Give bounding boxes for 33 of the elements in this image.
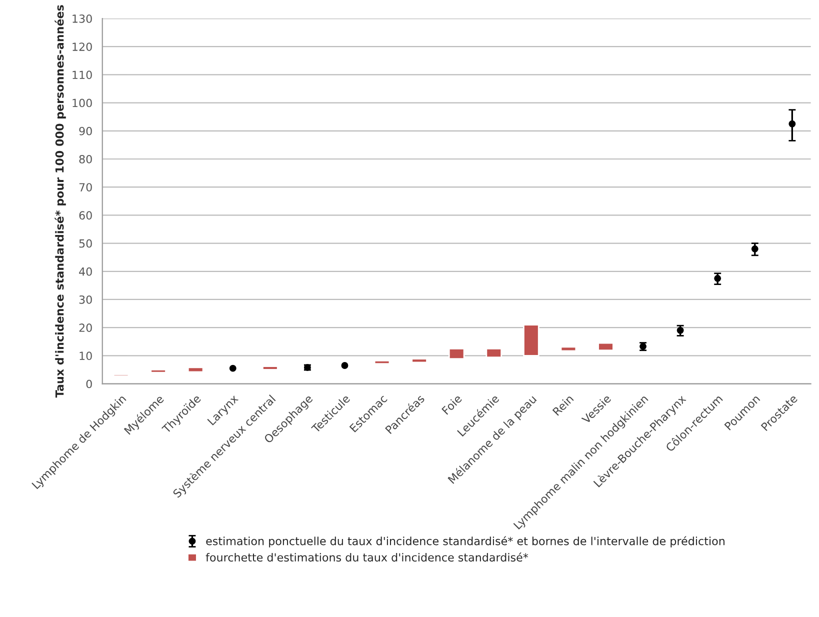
- bar: [262, 366, 278, 370]
- y-tick-label: 110: [72, 70, 92, 80]
- y-tick-label: 60: [79, 211, 92, 220]
- bar: [560, 346, 577, 352]
- bar: [411, 358, 428, 364]
- y-tick-label: 20: [79, 324, 92, 332]
- point: [341, 362, 348, 369]
- y-tick-label: 10: [80, 352, 92, 360]
- point: [229, 364, 236, 372]
- legend-label: fourchette d'estimations du taux d'incidence standardisé*: [206, 552, 528, 562]
- bar: [374, 360, 390, 365]
- y-tick-label: 130: [72, 14, 92, 23]
- y-tick-label: 100: [72, 98, 92, 108]
- y-tick-label: 30: [79, 295, 92, 304]
- y-tick-label: 80: [79, 154, 92, 164]
- bar: [523, 324, 540, 356]
- y-tick-label: 0: [86, 380, 92, 388]
- y-axis-title: Taux d'incidence standardisé* pour 100 000 personnes-années: [54, 5, 66, 398]
- bar: [598, 342, 614, 352]
- legend-label: estimation ponctuelle du taux d'incidence standardisé* et bornes de l'intervalle de prédiction: [206, 536, 724, 548]
- point: [714, 274, 722, 282]
- bar: [150, 369, 166, 374]
- y-tick-label: 120: [72, 42, 92, 51]
- y-tick-label: 50: [79, 239, 92, 248]
- point: [751, 245, 758, 252]
- point: [788, 120, 796, 128]
- bar: [448, 348, 465, 360]
- y-tick-label: 70: [79, 183, 92, 192]
- bar: [187, 366, 204, 373]
- y-tick-label: 40: [79, 267, 92, 276]
- bar: [486, 348, 502, 358]
- point: [676, 326, 684, 334]
- y-tick-label: 90: [79, 126, 92, 136]
